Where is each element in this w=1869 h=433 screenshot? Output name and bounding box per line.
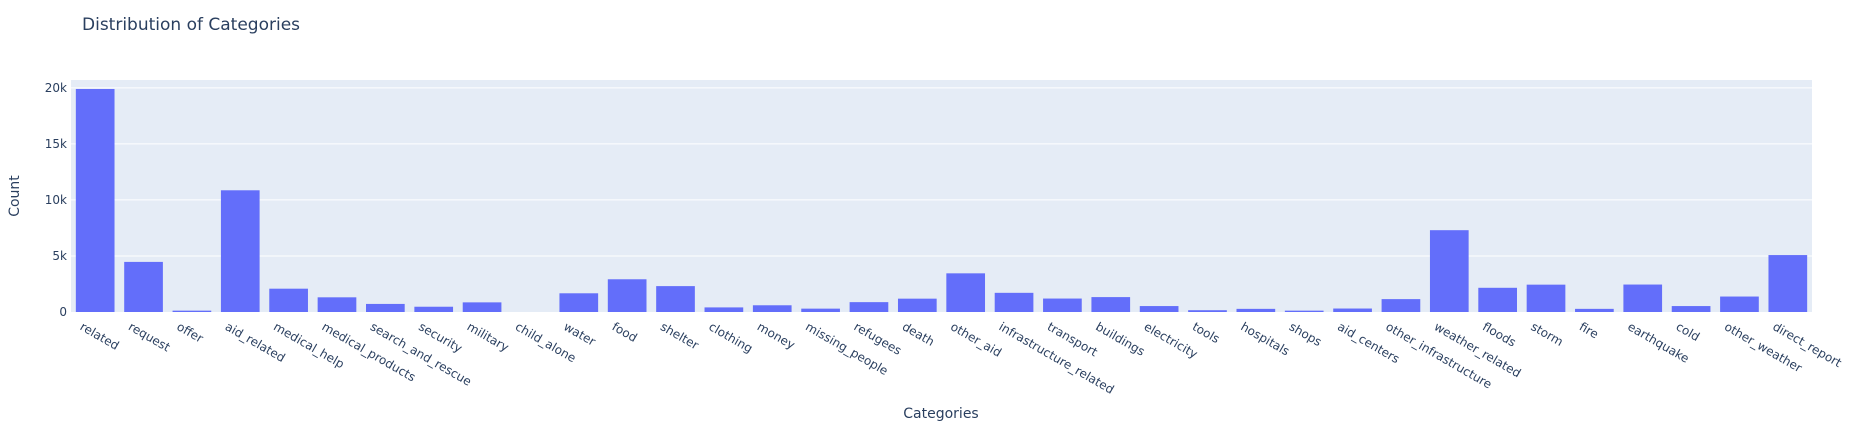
bar-storm: [1526, 284, 1566, 312]
x-tick-label: hospitals: [1238, 319, 1292, 358]
x-axis-ticks: related request offer aid_relatedmedical_he…: [78, 319, 1845, 396]
bar-money: [752, 305, 792, 312]
bar-shelter: [656, 286, 695, 312]
x-tick-label: tools: [1190, 319, 1222, 346]
x-tick-label: shelter: [658, 319, 701, 352]
y-tick-label: 10k: [45, 193, 67, 207]
x-tick-label: water: [561, 319, 598, 348]
x-tick-label: clothing: [706, 319, 755, 355]
x-tick-label: storm: [1529, 319, 1566, 348]
bar-earthquake: [1623, 284, 1663, 312]
y-axis-ticks: 0 5k 10k 15k 20k: [45, 81, 67, 319]
x-tick-label: money: [755, 319, 798, 352]
bar-related: [75, 88, 115, 312]
y-tick-label: 15k: [45, 137, 67, 151]
x-tick-label: cold: [1674, 319, 1703, 344]
bar-military: [462, 302, 502, 312]
bar-hospitals: [1236, 308, 1276, 312]
bar-offer: [172, 310, 212, 312]
bar-cold: [1671, 306, 1711, 312]
plot-area: [71, 80, 1812, 312]
chart-title: Distribution of Categories: [82, 15, 300, 35]
grid-lines: [71, 87, 1812, 257]
bar-food: [607, 279, 647, 312]
x-tick-label: missing_people: [803, 319, 890, 378]
bar-infrastructure_related: [994, 292, 1034, 312]
x-tick-label: related: [78, 319, 122, 352]
bar-aid_related: [220, 190, 260, 312]
bar-other_aid: [946, 273, 986, 312]
bar-buildings: [1091, 297, 1131, 312]
bar-medical_help: [269, 288, 308, 312]
x-tick-label: food: [610, 319, 640, 344]
bar-security: [414, 306, 454, 312]
x-tick-label: shops: [1287, 319, 1324, 349]
x-tick-label: request: [126, 319, 173, 354]
x-tick-label: death: [900, 319, 937, 348]
bar-aid_centers: [1333, 308, 1372, 312]
x-tick-label: military: [465, 319, 512, 354]
bar-weather_related: [1429, 230, 1469, 312]
bar-direct_report: [1768, 255, 1808, 312]
y-tick-label: 20k: [45, 81, 67, 95]
bar-water: [559, 293, 599, 312]
bar-fire: [1575, 308, 1614, 312]
x-tick-label: buildings: [1093, 319, 1147, 358]
y-axis-title: Count: [7, 175, 23, 217]
bar-refugees: [849, 302, 889, 312]
bar-search_and_rescue: [366, 303, 405, 312]
x-tick-label: other_aid: [948, 319, 1004, 359]
bar-missing_people: [801, 308, 840, 312]
bar-clothing: [704, 307, 744, 312]
x-tick-label: electricity: [1142, 319, 1200, 361]
y-tick-label: 0: [59, 305, 67, 319]
bar-request: [124, 261, 163, 312]
bars: [75, 88, 1808, 312]
bar-death: [897, 298, 937, 312]
x-tick-label: offer: [174, 319, 205, 345]
bar-medical_products: [317, 297, 357, 312]
bar-shops: [1284, 310, 1324, 312]
bar-other_weather: [1720, 296, 1759, 312]
bar-tools: [1188, 310, 1227, 312]
y-tick-label: 5k: [52, 249, 67, 263]
x-tick-label: floods: [1480, 319, 1518, 349]
bar-electricity: [1139, 306, 1179, 312]
bar-floods: [1478, 287, 1517, 312]
x-tick-label: fire: [1577, 319, 1601, 341]
bar-transport: [1043, 298, 1082, 312]
bar-other_infrastructure: [1381, 299, 1421, 312]
x-axis-title: Categories: [903, 406, 978, 422]
